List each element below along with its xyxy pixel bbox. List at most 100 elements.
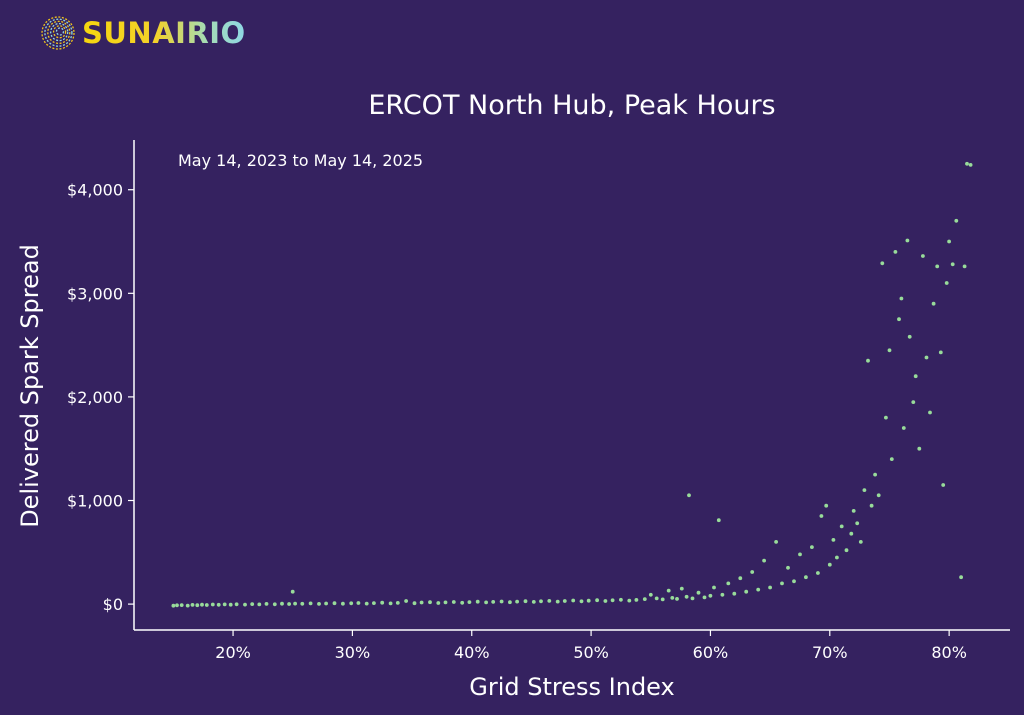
scatter-point: [708, 593, 713, 598]
scatter-point: [395, 601, 400, 605]
scatter-point: [419, 600, 424, 605]
scatter-point: [873, 472, 877, 477]
scatter-point: [901, 426, 906, 430]
scatter-point: [547, 599, 552, 603]
scatter-point: [954, 218, 959, 223]
scatter-point: [341, 601, 345, 606]
x-tick-label: 40%: [454, 643, 490, 662]
scatter-point: [190, 603, 195, 607]
scatter-point: [443, 600, 448, 605]
scatter-point: [696, 590, 701, 595]
scatter-point: [944, 281, 949, 285]
scatter-point: [250, 602, 255, 606]
scatter-point: [412, 601, 417, 606]
scatter-point: [571, 598, 576, 603]
scatter-point: [851, 509, 856, 513]
brand-logo: SUNAIRIO: [40, 15, 246, 51]
y-axis-label: Delivered Spark Spread: [16, 244, 44, 528]
x-tick-label: 60%: [693, 643, 729, 662]
scatter-point: [243, 602, 247, 607]
logo-ring: [55, 27, 65, 36]
logo-ring: [47, 20, 71, 45]
scatter-point: [921, 254, 925, 258]
scatter-point: [654, 596, 659, 601]
scatter-point: [938, 350, 943, 355]
scatter-point: [356, 601, 361, 605]
scatter-point: [768, 585, 772, 590]
scatter-point: [941, 483, 946, 487]
scatter-point: [924, 355, 929, 360]
scatter-point: [947, 239, 951, 244]
scatter-point: [562, 599, 567, 603]
scatter-point: [234, 602, 239, 607]
scatter-point: [349, 601, 354, 606]
scatter-point: [317, 602, 321, 606]
scatter-point: [893, 250, 898, 254]
scatter-point: [913, 374, 918, 379]
scatter-point: [204, 603, 209, 607]
scatter-point: [627, 598, 632, 603]
scatter-point: [855, 521, 860, 526]
scatter-point: [798, 552, 802, 557]
scatter-point: [523, 599, 528, 604]
scatter-point: [884, 415, 888, 420]
scatter-point: [451, 600, 456, 604]
scatter-point: [824, 503, 829, 508]
scatter-point: [792, 579, 796, 584]
scatter-point: [428, 600, 432, 605]
scatter-point: [712, 585, 716, 590]
scatter-point: [831, 538, 836, 542]
scatter-point: [210, 602, 215, 607]
x-tick-label: 80%: [931, 643, 967, 662]
scatter-point: [300, 601, 305, 606]
scatter-point: [844, 548, 849, 553]
scatter-point: [899, 296, 904, 301]
scatter-point: [388, 601, 393, 606]
y-tick-label: $1,000: [67, 492, 123, 511]
scatter-point: [950, 262, 955, 267]
x-tick-label: 50%: [573, 643, 609, 662]
scatter-point: [555, 599, 560, 604]
scatter-point: [876, 493, 881, 498]
scatter-point: [603, 599, 608, 603]
scatter-point: [257, 602, 262, 607]
scatter-point: [484, 600, 488, 605]
scatter-point: [660, 597, 665, 602]
scatter-point: [216, 602, 221, 607]
scatter-point: [756, 587, 761, 592]
scatter-point: [935, 264, 940, 269]
scatter-point: [762, 558, 766, 563]
scatter-point: [862, 488, 867, 492]
scatter-point: [290, 589, 295, 594]
x-tick-label: 70%: [812, 643, 848, 662]
scatter-point: [467, 600, 472, 604]
scatter-point: [931, 301, 936, 306]
scatter-point: [264, 602, 269, 606]
scatter-point: [491, 600, 496, 604]
scatter-point: [962, 264, 967, 269]
scatter-point: [380, 600, 385, 605]
scatter-point: [460, 600, 465, 605]
scatter-point: [744, 589, 749, 594]
scatter-point: [293, 601, 297, 606]
scatter-point: [287, 602, 291, 606]
scatter-point: [586, 598, 591, 603]
scatter-point: [372, 601, 376, 605]
scatter-point: [675, 597, 679, 601]
scatter-point: [965, 161, 969, 166]
scatter-point: [928, 410, 932, 415]
scatter-point: [889, 457, 894, 461]
scatter-point: [272, 602, 277, 607]
scatter-point: [750, 570, 755, 574]
scatter-point: [774, 540, 778, 544]
scatter-point: [687, 493, 691, 498]
scatter-point: [907, 334, 912, 339]
scatter-point: [849, 531, 854, 536]
scatter-point: [869, 503, 874, 508]
scatter-point: [634, 598, 639, 602]
scatter-point: [642, 597, 647, 601]
scatter-point: [185, 603, 190, 608]
scatter-point: [610, 598, 615, 603]
scatter-points: [171, 161, 973, 608]
brand-name: SUNAIRIO: [82, 16, 246, 50]
